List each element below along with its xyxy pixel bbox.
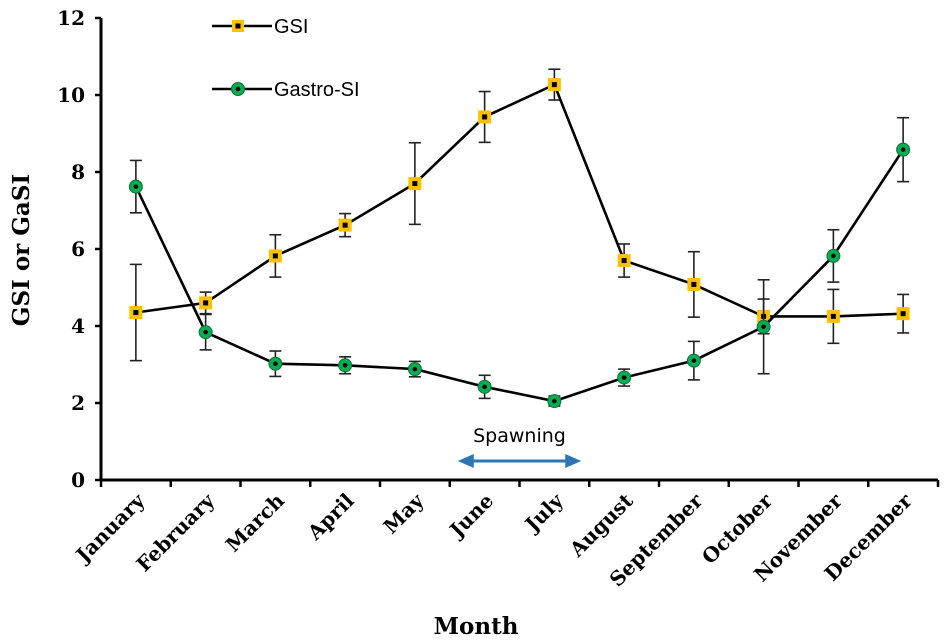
data-point-center (412, 366, 418, 372)
series-layer (128, 68, 911, 409)
y-tick-label: 0 (71, 468, 85, 492)
y-tick-label: 6 (71, 237, 85, 261)
annotation-arrow-head-left (457, 454, 474, 468)
data-point-center (482, 114, 488, 120)
data-point-center (691, 358, 697, 363)
axes (99, 18, 938, 482)
annotation-label: Spawning (473, 425, 566, 447)
y-ticks: 0 2 4 6 8 10 12 (57, 6, 101, 492)
legend-item-gastro-si: Gastro-SI (212, 79, 360, 101)
y-tick-label: 2 (71, 391, 85, 415)
legend-marker-center (235, 23, 241, 29)
x-tick-label: June (444, 489, 499, 544)
data-point-center (482, 384, 487, 390)
legend-label: GSI (274, 16, 308, 38)
data-point-center (133, 310, 139, 316)
x-axis-title: Month (434, 613, 519, 640)
legend-marker-center (235, 86, 241, 92)
data-point-center (830, 313, 836, 319)
x-tick-label: May (378, 488, 429, 539)
x-tick-label: July (519, 488, 569, 538)
data-point-center (203, 300, 209, 306)
data-point-center (831, 253, 836, 259)
data-point-center (900, 147, 906, 152)
series-line (134, 148, 905, 403)
series-line (135, 82, 904, 318)
y-axis-title: GSI or GaSI (8, 174, 35, 326)
legend-item-gsi: GSI (212, 16, 308, 38)
data-point-center (133, 184, 139, 189)
x-tick-label: April (302, 488, 359, 545)
annotation: Spawning (457, 425, 582, 468)
legend: GSI Gastro-SI (212, 16, 360, 101)
data-point-center (621, 258, 627, 264)
series-gsi (129, 68, 910, 362)
legend-label: Gastro-SI (274, 79, 360, 101)
data-point-center (900, 311, 906, 317)
data-point-center (342, 362, 348, 368)
data-point-center (552, 398, 557, 404)
data-point-center (203, 329, 208, 335)
data-point-center (621, 375, 627, 380)
data-point-center (273, 361, 278, 367)
y-tick-label: 10 (57, 83, 85, 107)
data-point-center (691, 281, 697, 287)
series-gastro-si (128, 116, 911, 409)
data-point-center (761, 324, 766, 330)
y-tick-label: 12 (57, 6, 85, 30)
y-tick-label: 4 (71, 314, 85, 338)
data-point-center (551, 82, 557, 88)
data-point-center (272, 253, 278, 259)
y-tick-label: 8 (71, 160, 85, 184)
annotation-arrow-head-right (565, 454, 582, 468)
data-point-center (412, 181, 418, 187)
x-tick-label: March (221, 488, 289, 556)
data-point-center (342, 222, 348, 228)
